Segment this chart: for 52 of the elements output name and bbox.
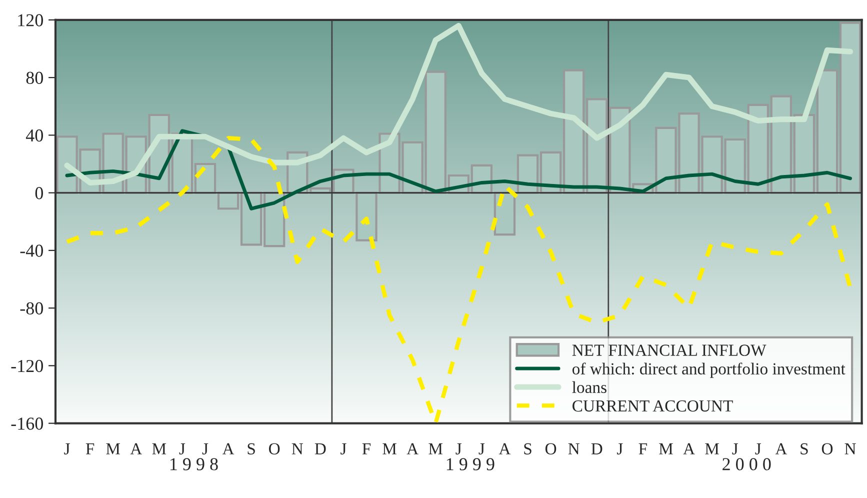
legend-label: CURRENT ACCOUNT	[572, 400, 733, 412]
y-tick-label: 40	[26, 129, 43, 142]
x-tick-label: M	[659, 443, 673, 454]
x-tick-label: J	[755, 443, 762, 454]
x-tick-label: D	[591, 443, 602, 454]
x-tick-label: A	[683, 443, 695, 454]
x-tick-label: O	[822, 443, 833, 454]
x-tick-label: M	[428, 443, 443, 454]
legend-label: loans	[572, 381, 606, 394]
x-tick-label: S	[800, 443, 808, 454]
x-tick-label: F	[86, 443, 94, 454]
x-tick-label: A	[775, 443, 788, 454]
x-tick-label: F	[638, 443, 647, 454]
x-tick-label: O	[269, 443, 280, 454]
x-tick-label: J	[340, 443, 346, 454]
x-tick-label: J	[202, 443, 208, 454]
text: 1 9 9 9	[446, 458, 494, 470]
y-tick-label: 120	[18, 14, 43, 26]
x-tick-label: D	[314, 443, 326, 454]
legend-label: of which: direct and portfolio investment	[572, 362, 846, 378]
text: 1 9 9 8	[170, 458, 218, 470]
x-tick-label: M	[382, 443, 396, 454]
x-tick-label: J	[617, 443, 623, 454]
x-tick-label: S	[248, 443, 255, 454]
x-tick-label: S	[524, 443, 532, 454]
x-tick-label: J	[478, 443, 485, 454]
x-tick-label: A	[498, 443, 511, 454]
x-tick-label: N	[292, 443, 304, 454]
y-tick-label: -80	[20, 302, 43, 314]
x-tick-label: J	[179, 443, 186, 454]
x-tick-label: J	[732, 443, 738, 454]
x-tick-label: N	[844, 443, 856, 454]
y-tick-label: 80	[26, 72, 43, 84]
x-tick-label: A	[406, 443, 418, 454]
y-tick-label: -40	[20, 244, 43, 257]
text: 2 0 0 0	[722, 458, 771, 470]
x-tick-label: N	[568, 443, 580, 454]
x-tick-label: A	[130, 443, 142, 454]
x-tick-label: A	[222, 443, 234, 454]
x-tick-label: M	[152, 443, 166, 454]
y-tick-label: -160	[11, 418, 43, 430]
line-series	[64, 136, 852, 424]
x-tick-label: M	[705, 443, 719, 454]
line-series	[65, 129, 852, 210]
x-tick-label: J	[456, 443, 462, 454]
x-tick-label: M	[106, 443, 120, 454]
y-tick-label: -120	[11, 360, 43, 372]
x-tick-label: O	[545, 443, 556, 454]
y-tick-label: 0	[35, 187, 43, 200]
x-tick-label: F	[362, 443, 371, 454]
legend-label: NET FINANCIAL INFLOW	[572, 344, 766, 356]
x-tick-label: J	[64, 443, 70, 454]
